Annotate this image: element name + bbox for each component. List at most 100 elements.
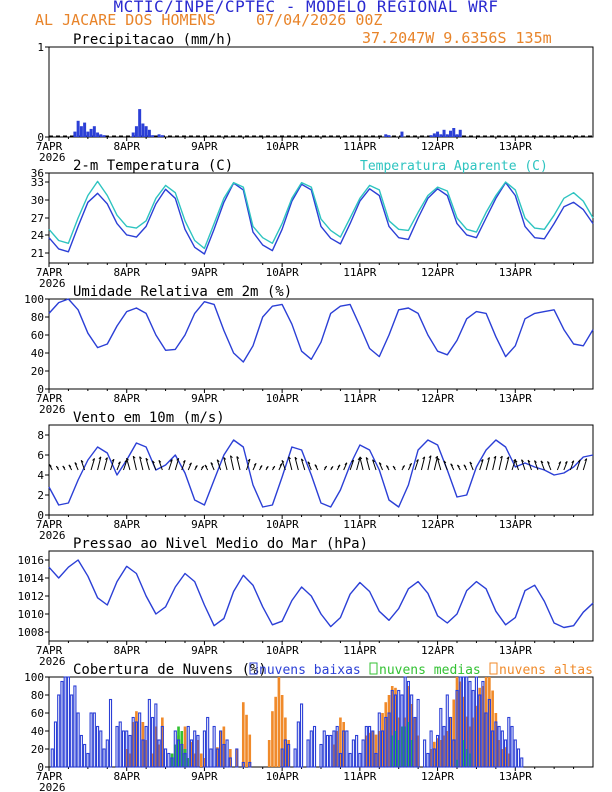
wind-arrowhead [111, 458, 115, 462]
precip-bar [452, 128, 456, 137]
cloud-bar-nuvens-altas [481, 686, 485, 767]
cloud-bar-nuvens-baixas [423, 739, 427, 768]
panel-humidity: 0 20 40 60 80 100 7APR 8APR 9APR 10APR 11APR 12APR 1… [24, 284, 594, 416]
cloud-bar-nuvens-baixas [219, 730, 223, 768]
cloud-bar-nuvens-baixas [280, 748, 284, 768]
wind-arrowhead [265, 466, 269, 469]
cloud-bar-nuvens-altas [222, 726, 226, 767]
cloud-bar-nuvens-baixas [167, 752, 171, 768]
legend-label: nuvens baixas [259, 663, 361, 678]
precip-bar [151, 135, 155, 137]
cloud-bar-nuvens-altas [478, 687, 481, 767]
cloud-bar-nuvens-baixas [196, 734, 200, 768]
x-tick-label: 7APR [36, 518, 63, 531]
cloud-bar-nuvens-baixas [76, 712, 80, 768]
cloud-bar-nuvens-baixas [287, 743, 291, 768]
wind-arrowhead [145, 457, 149, 461]
wind-arrow [139, 456, 144, 471]
x-tick-label: 13APR [499, 266, 532, 279]
cloud-bar-nuvens-medias [186, 758, 190, 767]
series-line-umidade [48, 298, 594, 363]
wind-arrow [534, 460, 539, 471]
x-tick-label: 10APR [266, 140, 299, 153]
precip-bar [387, 135, 391, 137]
cloud-bar-nuvens-altas [458, 681, 462, 767]
cloud-bar-nuvens-baixas [487, 698, 491, 768]
plot-frame [48, 550, 594, 642]
cloud-bar-nuvens-baixas [99, 730, 103, 768]
cloud-bar-nuvens-altas [452, 699, 456, 767]
cloud-bar-nuvens-baixas [73, 685, 77, 768]
cloud-bar-nuvens-altas [507, 753, 511, 767]
cloud-bar-nuvens-baixas [329, 734, 333, 768]
cloud-bar-nuvens-baixas [180, 743, 184, 768]
cloud-bar-nuvens-baixas [416, 698, 420, 768]
wind-arrow [110, 459, 115, 471]
wind-arrow [514, 459, 519, 471]
x-tick-label: 7APR [36, 392, 63, 405]
wind-arrowhead [513, 458, 516, 462]
cloud-bar-nuvens-baixas [151, 716, 155, 768]
cloud-bar-nuvens-medias [397, 740, 401, 767]
wind-arrowhead [247, 458, 251, 462]
precip-bar [458, 129, 462, 137]
x-tick-label: 9APR [191, 392, 218, 405]
cloud-bar-nuvens-baixas [173, 730, 177, 768]
cloud-bar-nuvens-altas [235, 749, 239, 767]
y-tick-label: 0 [37, 761, 44, 774]
wind-arrow [97, 456, 102, 471]
wind-arrowhead [230, 455, 233, 459]
wind-arrow [168, 459, 173, 471]
cloud-bar-nuvens-medias [180, 731, 184, 767]
cloud-bar-nuvens-medias [410, 740, 413, 767]
wind-arrow [547, 461, 552, 471]
cloud-bar-nuvens-baixas [461, 676, 466, 768]
wind-arrow [216, 459, 222, 471]
cloud-bar-nuvens-baixas [79, 734, 83, 768]
wind-arrowhead [480, 459, 484, 462]
cloud-bar-nuvens-baixas [348, 752, 352, 768]
cloud-bar-nuvens-altas [455, 677, 459, 767]
cloud-bar-nuvens-baixas [426, 752, 430, 768]
wind-arrowhead [92, 458, 95, 461]
precip-bar [141, 123, 145, 137]
wind-arrowhead [253, 462, 257, 466]
cloud-bar-nuvens-altas [135, 711, 138, 767]
wind-arrow [294, 457, 299, 471]
cloud-bar-nuvens-baixas [468, 680, 472, 768]
x-tick-label: 7APR [36, 266, 63, 279]
wind-arrowhead [422, 456, 426, 460]
cloud-bar-nuvens-baixas [66, 676, 70, 768]
wind-arrowhead [62, 465, 66, 469]
wind-arrow [582, 458, 588, 471]
panel-title: Umidade Relativa em 2m (%) [73, 284, 292, 300]
cloud-bar-nuvens-altas [196, 740, 200, 767]
cloud-bar-nuvens-baixas [361, 739, 365, 768]
wind-arrowhead [210, 462, 214, 465]
precip-bar [144, 126, 148, 137]
panel-title: Cobertura de Nuvens (%) [73, 662, 267, 678]
cloud-bar-nuvens-baixas [406, 680, 410, 768]
cloud-bar-nuvens-baixas [465, 676, 469, 768]
wind-arrowhead [469, 461, 473, 465]
wind-arrowhead [272, 465, 276, 469]
cloud-bar-nuvens-medias [403, 726, 407, 767]
cloud-bar-nuvens-baixas [89, 712, 93, 768]
panel-pressure: 1008 1010 1012 1014 1016 7APR 8APR 9APR 10APR 11A… [18, 536, 594, 668]
wind-arrowhead [487, 457, 490, 460]
wind-arrowhead [194, 465, 198, 468]
cloud-bar-nuvens-baixas [296, 721, 300, 768]
cloud-bar-nuvens-baixas [147, 698, 151, 768]
y-tick-label: 40 [31, 347, 44, 360]
cloud-bar-nuvens-altas [128, 753, 132, 767]
cloud-bar-nuvens-baixas [507, 716, 511, 768]
cloud-bar-nuvens-baixas [342, 730, 346, 768]
x-tick-label: 8APR [113, 518, 140, 531]
cloud-bar-nuvens-baixas [157, 739, 161, 768]
cloud-bar-nuvens-baixas [500, 730, 504, 768]
wind-arrow [132, 456, 137, 471]
wind-arrowhead [450, 463, 454, 467]
x-tick-label: 8APR [113, 140, 140, 153]
cloud-bar-nuvens-baixas [96, 725, 100, 768]
wind-arrowhead [236, 456, 240, 459]
